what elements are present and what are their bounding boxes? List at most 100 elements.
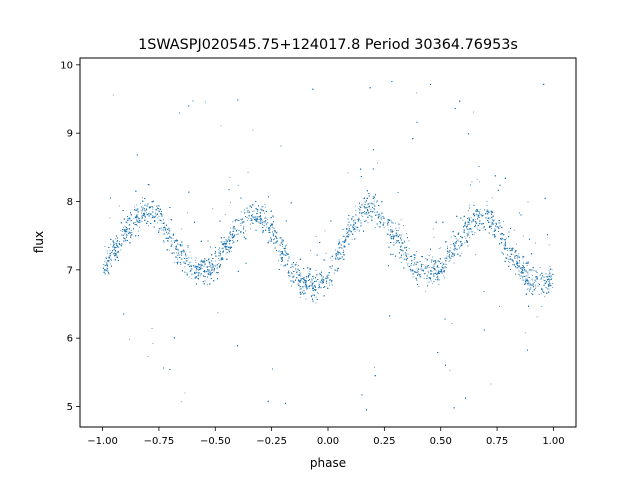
data-point xyxy=(358,208,360,209)
data-point xyxy=(112,94,114,96)
data-point xyxy=(454,252,456,254)
data-point xyxy=(109,263,111,265)
data-point xyxy=(514,257,516,259)
data-point xyxy=(501,251,502,253)
data-point xyxy=(401,234,402,236)
data-point xyxy=(103,270,105,271)
data-point xyxy=(156,205,157,207)
data-point xyxy=(110,258,111,260)
data-point xyxy=(547,288,548,290)
data-point xyxy=(125,226,127,228)
data-point xyxy=(213,270,215,272)
data-point xyxy=(404,252,406,254)
data-point xyxy=(373,200,375,202)
data-point xyxy=(426,278,427,280)
data-point xyxy=(307,277,309,278)
data-point xyxy=(106,252,108,254)
data-point xyxy=(548,244,550,246)
data-point xyxy=(454,242,456,244)
data-point xyxy=(506,237,507,239)
data-point xyxy=(272,226,273,228)
data-point xyxy=(354,231,356,233)
data-point xyxy=(264,206,266,208)
data-point xyxy=(420,268,422,270)
data-point xyxy=(509,247,511,249)
data-point xyxy=(228,250,230,252)
data-point xyxy=(432,256,433,258)
data-point xyxy=(400,237,402,239)
data-point xyxy=(438,266,440,268)
data-point xyxy=(382,215,384,217)
data-point xyxy=(243,232,245,234)
data-point xyxy=(151,328,153,329)
data-point xyxy=(473,111,474,113)
data-point xyxy=(278,260,279,262)
data-point xyxy=(152,207,154,208)
data-point xyxy=(476,213,477,215)
data-point xyxy=(447,252,448,254)
data-point xyxy=(258,219,260,220)
data-point xyxy=(369,207,371,209)
data-point xyxy=(454,244,456,246)
data-point xyxy=(408,248,410,250)
data-point xyxy=(288,257,290,259)
data-point xyxy=(427,266,428,268)
data-point xyxy=(376,201,378,203)
data-point xyxy=(264,216,266,218)
data-point xyxy=(349,230,350,232)
data-point xyxy=(177,254,179,256)
data-point xyxy=(119,241,120,243)
data-point xyxy=(287,254,288,256)
data-point xyxy=(283,265,284,267)
data-point xyxy=(502,237,503,239)
data-point xyxy=(548,270,550,272)
data-point xyxy=(130,220,132,222)
data-point xyxy=(157,205,159,207)
data-point xyxy=(410,265,412,266)
data-point xyxy=(124,231,126,233)
data-point xyxy=(120,230,122,232)
data-point xyxy=(545,286,547,288)
data-point xyxy=(216,268,218,269)
data-point xyxy=(311,285,313,286)
data-point xyxy=(116,246,118,248)
data-point xyxy=(284,250,286,252)
data-point xyxy=(355,210,357,211)
data-point xyxy=(426,278,428,279)
data-point xyxy=(468,222,470,224)
data-point xyxy=(299,273,301,275)
data-point xyxy=(178,251,180,253)
data-point xyxy=(122,227,124,229)
data-point xyxy=(503,221,504,222)
data-point xyxy=(139,226,140,228)
data-point xyxy=(169,249,170,251)
data-point xyxy=(225,252,227,254)
data-point xyxy=(327,276,328,278)
data-point xyxy=(106,250,108,252)
data-point xyxy=(348,226,350,228)
data-point xyxy=(207,284,208,286)
data-point xyxy=(333,272,335,274)
data-point xyxy=(430,278,431,280)
data-point xyxy=(519,265,520,267)
data-point xyxy=(397,235,399,237)
data-point xyxy=(457,239,459,241)
data-point xyxy=(305,282,307,284)
data-point xyxy=(531,279,533,281)
data-point xyxy=(222,241,224,243)
data-point xyxy=(465,238,467,239)
data-point xyxy=(139,202,141,204)
data-point xyxy=(522,277,523,279)
data-point xyxy=(249,220,251,221)
data-point xyxy=(368,203,370,205)
data-point xyxy=(528,283,529,285)
data-point xyxy=(176,257,178,258)
data-point xyxy=(442,270,444,272)
data-point xyxy=(305,276,307,278)
data-point xyxy=(196,272,198,274)
data-point xyxy=(306,277,307,279)
data-point xyxy=(512,260,513,262)
data-point xyxy=(468,210,469,212)
